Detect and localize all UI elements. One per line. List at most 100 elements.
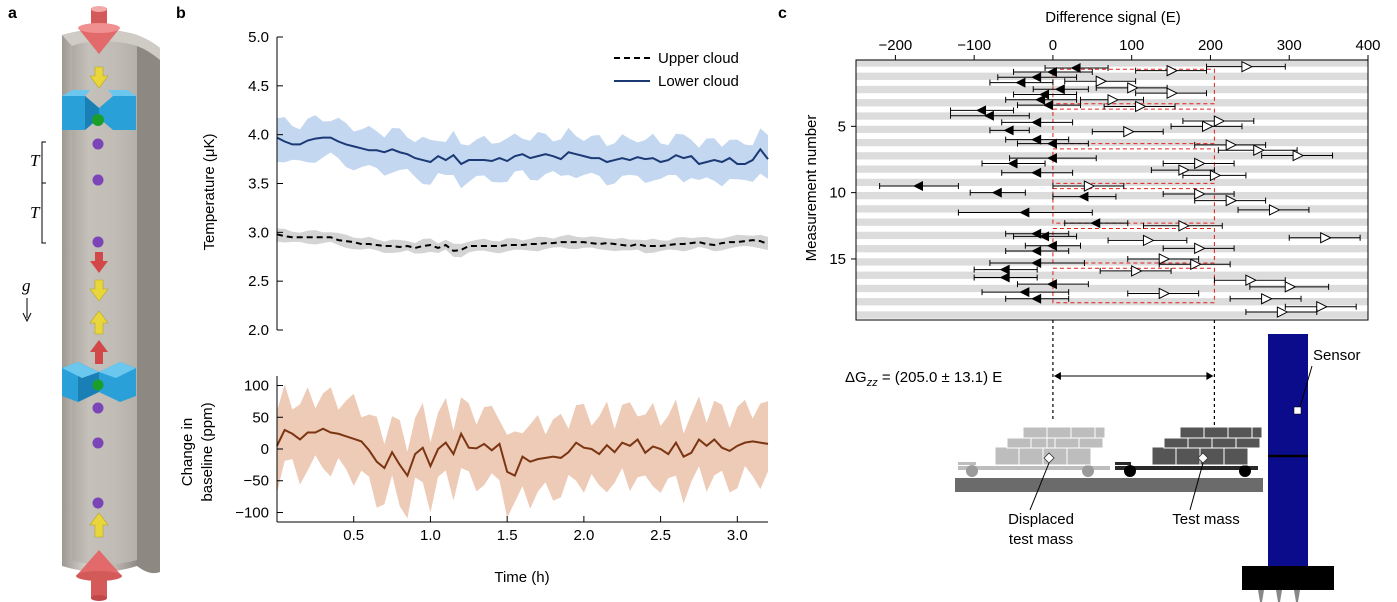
- y-tick-label: 4.0: [248, 127, 269, 144]
- data-point-filled: [1031, 117, 1042, 128]
- y-tick-label: 5.0: [248, 29, 269, 46]
- callout-line: [1189, 462, 1204, 511]
- arrow-left-icon: [1053, 372, 1061, 380]
- data-point-open: [1166, 64, 1179, 77]
- atom-purple: [92, 236, 104, 248]
- data-point-open: [1194, 157, 1206, 170]
- panel-label-a: a: [8, 5, 17, 22]
- data-point-filled: [1046, 66, 1057, 77]
- row-stripe: [856, 152, 1368, 160]
- t-bracket: [41, 141, 46, 184]
- data-point-filled: [1046, 240, 1057, 251]
- data-point-open: [1142, 234, 1155, 247]
- data-point-open: [1225, 139, 1238, 151]
- result-interval-box: [1052, 148, 1215, 184]
- result-annotation: ΔGzz = (205.0 ± 13.1) E: [845, 369, 1002, 389]
- x-axis-label: Time (h): [494, 569, 549, 586]
- row-stripe: [856, 298, 1368, 306]
- panel-label-c: c: [778, 5, 787, 22]
- data-point-filled: [1031, 134, 1042, 145]
- data-point-open: [1245, 274, 1257, 286]
- atom-purple: [92, 437, 104, 449]
- row-stripe: [856, 178, 1368, 187]
- y-axis-label: Measurement number: [803, 115, 820, 262]
- x-axis-title: Difference signal (E): [1045, 9, 1181, 26]
- row-stripe: [856, 72, 1368, 80]
- result-interval-box: [1052, 68, 1215, 105]
- data-point-filled: [1019, 207, 1030, 218]
- data-point-open: [1107, 94, 1120, 106]
- gravity-label: g: [22, 276, 31, 295]
- x-tick-label: 100: [1119, 37, 1144, 54]
- data-point-filled: [1039, 89, 1050, 100]
- row-stripe: [856, 59, 1368, 67]
- result-subscript: zz: [866, 377, 879, 389]
- sensor-feet: [1258, 590, 1300, 602]
- data-point-filled: [999, 264, 1010, 275]
- temperature-plot: 5.0 4.5 4.0 3.5 3.0 2.5 2.0 Upper cloud Lower …: [201, 29, 769, 339]
- data-point-filled: [991, 187, 1002, 198]
- data-point-open: [1316, 300, 1328, 313]
- y-tick-label: 100: [244, 378, 269, 395]
- series-line-upper: [276, 233, 769, 252]
- callout-line: [1029, 462, 1050, 511]
- sensor-marker-icon: [1293, 406, 1302, 415]
- data-point-filled: [1031, 167, 1042, 178]
- row-stripe: [856, 138, 1368, 147]
- x-tick-label: 300: [1277, 37, 1302, 54]
- x-tick-label: 0: [1049, 37, 1057, 54]
- row-stripe: [856, 125, 1368, 133]
- legend-label-lower: Lower cloud: [658, 73, 739, 90]
- displaced-label-1: Displaced: [1008, 511, 1074, 528]
- x-tick-label: −200: [878, 37, 912, 54]
- data-point-open: [1158, 287, 1171, 300]
- displaced-marker-icon: [1043, 452, 1055, 464]
- y-axis-label-line1: Change in: [179, 418, 196, 486]
- data-point-open: [1127, 82, 1139, 94]
- row-stripe: [856, 284, 1368, 293]
- difference-signal-plot: Difference signal (E) −200 −100 0 100 200 300…: [803, 9, 1381, 440]
- data-point-open: [1158, 253, 1171, 265]
- series-line-lower: [276, 136, 769, 166]
- y-tick-label: 5: [838, 118, 846, 135]
- x-tick-label: −100: [957, 37, 991, 54]
- row-stripe: [856, 205, 1368, 213]
- tube-cutaway: [137, 35, 160, 574]
- row-stripe: [856, 112, 1368, 120]
- data-point-open: [1190, 258, 1202, 271]
- data-point-open: [1261, 292, 1273, 305]
- data-point-open: [1209, 169, 1222, 182]
- data-point-open: [1202, 120, 1214, 133]
- data-point-filled: [1035, 94, 1046, 105]
- uncertainty-band-upper: [277, 228, 768, 258]
- data-point-filled: [1042, 100, 1053, 111]
- data-point-filled: [1054, 84, 1065, 95]
- data-point-open: [1213, 115, 1226, 127]
- row-stripe: [856, 258, 1368, 266]
- data-point-filled: [1046, 279, 1057, 290]
- data-point-filled: [1015, 77, 1026, 88]
- data-point-filled: [1090, 218, 1101, 229]
- atom-green: [92, 379, 104, 391]
- red-arrow-down-icon: [90, 252, 108, 273]
- legend: Upper cloud Lower cloud: [614, 50, 739, 90]
- gravity-arrow-icon: [22, 312, 32, 323]
- x-tick-label: 1.5: [497, 527, 518, 544]
- row-stripe: [856, 218, 1368, 226]
- t-label: T: [30, 151, 41, 170]
- data-point-filled: [1031, 257, 1042, 268]
- top-laser-arrow-down: [78, 6, 120, 54]
- data-point-filled: [1031, 293, 1042, 304]
- data-point-filled: [1003, 125, 1014, 136]
- data-point-open: [1178, 220, 1191, 232]
- data-point-filled: [1039, 231, 1050, 242]
- atom-green: [92, 114, 104, 126]
- tube-inner: [72, 41, 137, 565]
- data-point-filled: [1046, 138, 1057, 149]
- x-tick-label: 1.0: [420, 527, 441, 544]
- yellow-arrow-up-icon: [89, 512, 109, 538]
- data-point-open: [1083, 180, 1096, 192]
- data-point-open: [1225, 194, 1238, 207]
- y-tick-label: 50: [252, 409, 269, 426]
